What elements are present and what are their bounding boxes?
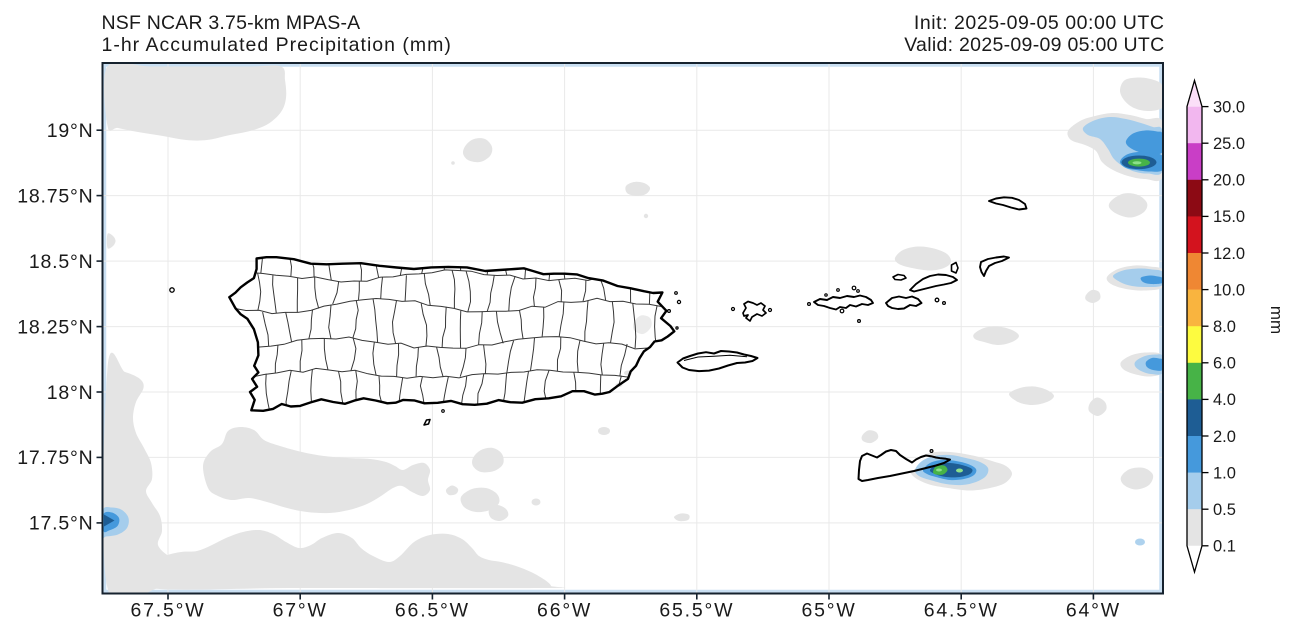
- svg-text:25.0: 25.0: [1213, 135, 1245, 153]
- svg-text:Init: 2025-09-05 00:00 UTC: Init: 2025-09-05 00:00 UTC: [914, 12, 1165, 34]
- svg-text:1-hr Accumulated Precipitation: 1-hr Accumulated Precipitation (mm): [102, 34, 452, 56]
- svg-text:65.5°W: 65.5°W: [659, 600, 734, 622]
- svg-text:0.5: 0.5: [1213, 501, 1236, 519]
- svg-text:64.5°W: 64.5°W: [924, 600, 999, 622]
- svg-text:Valid: 2025-09-09 05:00 UTC: Valid: 2025-09-09 05:00 UTC: [904, 34, 1164, 56]
- svg-text:4.0: 4.0: [1213, 391, 1236, 409]
- svg-text:18.25°N: 18.25°N: [17, 316, 93, 338]
- svg-text:17.75°N: 17.75°N: [17, 447, 93, 469]
- svg-text:66.5°W: 66.5°W: [395, 600, 470, 622]
- svg-text:6.0: 6.0: [1213, 355, 1236, 373]
- svg-text:67.5°W: 67.5°W: [131, 600, 206, 622]
- svg-text:10.0: 10.0: [1213, 281, 1245, 299]
- svg-text:65°W: 65°W: [801, 600, 856, 622]
- svg-text:18.75°N: 18.75°N: [17, 185, 93, 207]
- svg-text:0.1: 0.1: [1213, 538, 1236, 556]
- svg-text:2.0: 2.0: [1213, 428, 1236, 446]
- svg-text:66°W: 66°W: [537, 600, 592, 622]
- svg-text:64°W: 64°W: [1066, 600, 1121, 622]
- svg-text:mm: mm: [1267, 306, 1286, 334]
- svg-text:19°N: 19°N: [47, 120, 94, 142]
- svg-text:8.0: 8.0: [1213, 318, 1236, 336]
- svg-text:30.0: 30.0: [1213, 98, 1245, 116]
- svg-text:17.5°N: 17.5°N: [29, 513, 94, 535]
- svg-text:1.0: 1.0: [1213, 464, 1236, 482]
- svg-text:NSF NCAR 3.75-km MPAS-A: NSF NCAR 3.75-km MPAS-A: [102, 12, 361, 34]
- svg-text:18°N: 18°N: [47, 382, 94, 404]
- svg-text:20.0: 20.0: [1213, 172, 1245, 190]
- svg-text:12.0: 12.0: [1213, 245, 1245, 263]
- svg-text:18.5°N: 18.5°N: [29, 251, 94, 273]
- svg-text:67°W: 67°W: [273, 600, 328, 622]
- svg-text:15.0: 15.0: [1213, 208, 1245, 226]
